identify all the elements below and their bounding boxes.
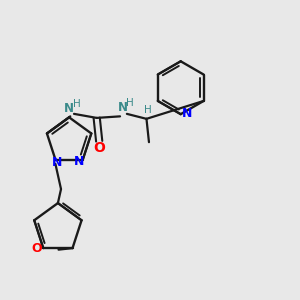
- Text: O: O: [93, 141, 105, 155]
- Text: N: N: [74, 154, 84, 168]
- Text: O: O: [31, 242, 42, 255]
- Text: N: N: [118, 101, 128, 114]
- Text: H: H: [144, 104, 152, 115]
- Text: H: H: [126, 98, 134, 108]
- Text: H: H: [73, 99, 81, 109]
- Text: N: N: [52, 155, 62, 169]
- Text: N: N: [182, 107, 193, 120]
- Text: N: N: [64, 102, 74, 115]
